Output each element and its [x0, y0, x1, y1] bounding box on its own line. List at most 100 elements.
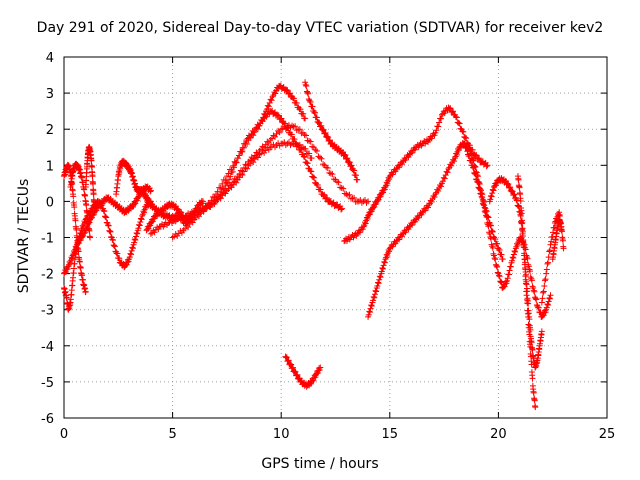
data-point: [519, 220, 526, 227]
data-point-fill: [366, 308, 373, 315]
data-point-fill: [75, 236, 82, 243]
data-point-fill: [138, 216, 145, 223]
data-point-fill: [91, 199, 98, 206]
data-point-fill: [455, 147, 462, 154]
data-point-fill: [542, 276, 549, 283]
data-point-fill: [272, 90, 279, 97]
data-point-fill: [76, 233, 83, 240]
data-point-fill: [307, 138, 314, 145]
data-point-fill: [128, 247, 135, 254]
data-point-fill: [211, 194, 218, 201]
data-point-fill: [250, 132, 257, 139]
data-point-fill: [128, 251, 135, 258]
data-point-fill: [227, 173, 234, 180]
data-point-fill: [368, 302, 375, 309]
data-point-fill: [300, 110, 307, 117]
data-point-fill: [541, 282, 548, 289]
data-point-fill: [342, 152, 349, 159]
data-point-fill: [307, 98, 314, 105]
data-point: [323, 133, 330, 140]
data-point-fill: [523, 280, 530, 287]
data-point-fill: [282, 120, 289, 127]
data-point-fill: [371, 294, 378, 301]
data-point-fill: [559, 228, 566, 235]
data-point-fill: [265, 103, 272, 110]
x-tick-label: 0: [60, 427, 68, 442]
data-point-fill: [559, 237, 566, 244]
data-point-fill: [137, 215, 144, 222]
data-point-fill: [110, 242, 117, 249]
data-point-fill: [132, 233, 139, 240]
data-point-fill: [340, 185, 347, 192]
data-point-fill: [262, 111, 269, 118]
data-point-fill: [514, 197, 521, 204]
data-point-fill: [444, 169, 451, 176]
series-track-8: [147, 107, 346, 237]
data-point-fill: [103, 214, 110, 221]
data-point-fill: [492, 256, 499, 263]
data-point-fill: [318, 155, 325, 162]
data-point-fill: [531, 288, 538, 295]
data-point-fill: [507, 184, 514, 191]
data-point-fill: [477, 186, 484, 193]
data-point-fill: [506, 267, 513, 274]
data-point-fill: [541, 277, 548, 284]
data-point: [91, 205, 98, 212]
data-point-fill: [103, 219, 110, 226]
data-point-fill: [300, 153, 307, 160]
data-point-fill: [450, 108, 457, 115]
data-point-fill: [447, 105, 454, 112]
data-point-fill: [386, 248, 393, 255]
data-point-fill: [545, 298, 552, 305]
data-point-fill: [494, 263, 501, 270]
data-point-fill: [329, 171, 336, 178]
data-point-fill: [492, 236, 499, 243]
data-point-fill: [489, 186, 496, 193]
data-point: [82, 288, 89, 295]
data-point-fill: [384, 180, 391, 187]
data-point-fill: [288, 361, 295, 368]
data-point: [504, 180, 511, 187]
data-point-fill: [379, 265, 386, 272]
data-point-fill: [476, 155, 483, 162]
data-point-fill: [296, 126, 303, 133]
data-point-fill: [89, 173, 96, 180]
data-point-fill: [86, 227, 93, 234]
data-point-fill: [460, 128, 467, 135]
data-point-fill: [386, 176, 393, 183]
data-point-fill: [546, 248, 553, 255]
data-point-fill: [70, 193, 77, 200]
data-point-fill: [69, 255, 76, 262]
data-point: [543, 270, 550, 277]
data-point-fill: [510, 255, 517, 262]
data-point-fill: [376, 273, 383, 280]
data-point-fill: [72, 217, 79, 224]
data-point: [200, 198, 207, 205]
data-point-fill: [523, 271, 530, 278]
data-point-fill: [305, 90, 312, 97]
data-point-fill: [239, 148, 246, 155]
data-point-fill: [516, 184, 523, 191]
data-point-fill: [131, 236, 138, 243]
data-point-fill: [306, 150, 313, 157]
series-track-11: [180, 139, 315, 227]
data-point-fill: [437, 115, 444, 122]
series-track-18: [514, 173, 539, 411]
data-point-fill: [244, 165, 251, 172]
data-point-fill: [214, 188, 221, 195]
data-point: [525, 263, 532, 270]
data-point-fill: [510, 251, 517, 258]
data-point-fill: [289, 364, 296, 371]
data-point-fill: [352, 172, 359, 179]
data-point-fill: [247, 134, 254, 141]
data-point-fill: [313, 114, 320, 121]
data-point-fill: [487, 196, 494, 203]
data-point-fill: [335, 179, 342, 186]
data-point-fill: [468, 150, 475, 157]
data-point-fill: [473, 168, 480, 175]
data-point-fill: [529, 375, 536, 382]
data-point-fill: [320, 161, 327, 168]
data-point-fill: [101, 213, 108, 220]
y-tick-label: 3: [46, 87, 54, 102]
